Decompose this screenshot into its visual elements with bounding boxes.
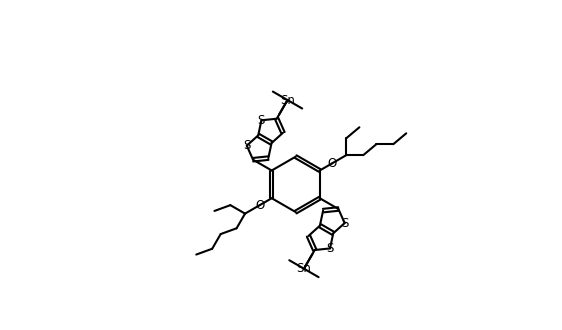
Text: S: S — [341, 216, 348, 230]
Text: S: S — [258, 114, 265, 127]
Text: S: S — [243, 139, 251, 152]
Text: Sn: Sn — [280, 93, 295, 107]
Text: S: S — [327, 242, 334, 255]
Text: O: O — [255, 199, 264, 212]
Text: Sn: Sn — [297, 262, 311, 275]
Text: O: O — [327, 157, 337, 170]
